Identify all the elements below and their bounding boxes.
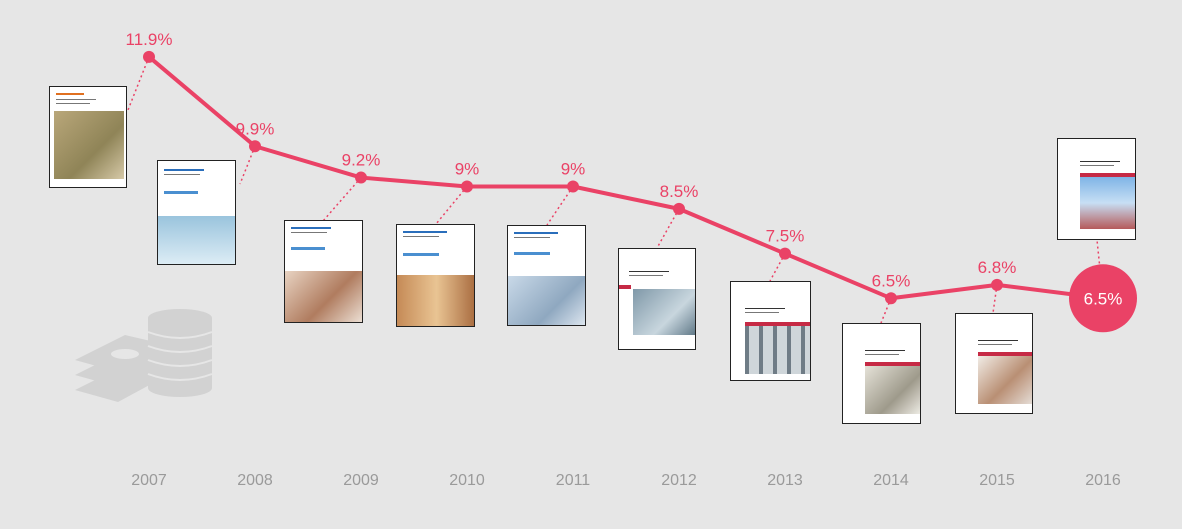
data-label-2010: 9% — [455, 160, 480, 179]
data-label-2008: 9.9% — [236, 119, 275, 138]
report-cover-2009 — [284, 220, 363, 323]
data-point-2014 — [885, 292, 897, 305]
x-tick-2011: 2011 — [556, 472, 591, 489]
data-point-2015 — [991, 278, 1003, 291]
connector-2012 — [656, 208, 680, 249]
data-label-2012: 8.5% — [660, 182, 699, 201]
report-cover-2012 — [618, 248, 696, 350]
data-point-2009 — [355, 171, 367, 184]
x-tick-2014: 2014 — [873, 472, 909, 489]
data-point-2013 — [779, 247, 791, 260]
x-tick-2016: 2016 — [1085, 472, 1121, 489]
connector-2007 — [127, 56, 150, 111]
connector-2008 — [239, 145, 256, 185]
x-axis-tick-labels: 2007 2008 2009 2010 2011 2012 2013 2014 2015 2016 — [131, 472, 1121, 489]
x-tick-2013: 2013 — [767, 472, 803, 489]
x-tick-2015: 2015 — [979, 472, 1015, 489]
data-label-2016: 6.5% — [1084, 289, 1123, 308]
series-line-group — [147, 55, 1104, 301]
data-label-2014: 6.5% — [872, 271, 911, 290]
x-tick-2007: 2007 — [131, 472, 167, 489]
data-label-2011: 9% — [561, 160, 586, 179]
report-cover-2007 — [49, 86, 127, 188]
data-label-2013: 7.5% — [766, 227, 805, 246]
report-cover-2008 — [157, 160, 236, 265]
data-point-2016 — [1069, 264, 1137, 333]
report-cover-2014 — [842, 323, 921, 424]
coins-icon — [75, 309, 213, 402]
report-cover-2011 — [507, 225, 586, 326]
x-tick-2012: 2012 — [661, 472, 697, 489]
report-cover-2015 — [955, 313, 1033, 414]
connector-2011 — [546, 186, 574, 226]
series-line — [147, 55, 1104, 301]
x-tick-2010: 2010 — [449, 472, 485, 489]
connector-2010 — [435, 186, 468, 225]
x-tick-2009: 2009 — [343, 472, 379, 489]
x-tick-2008: 2008 — [237, 472, 273, 489]
report-cover-2010 — [396, 224, 475, 327]
data-point-2011 — [567, 180, 579, 193]
connector-2009 — [322, 177, 362, 222]
report-cover-2013 — [730, 281, 811, 381]
data-label-2009: 9.2% — [342, 151, 381, 170]
data-label-2015: 6.8% — [978, 258, 1017, 277]
data-label-2007: 11.9% — [126, 30, 173, 49]
data-point-2008 — [249, 140, 261, 153]
data-points — [143, 50, 1137, 333]
data-labels: 11.9% 9.9% 9.2% 9% 9% 8.5% 7.5% 6.5% 6.8% 6.5% — [126, 30, 1123, 308]
data-point-2010 — [461, 180, 473, 193]
data-point-2007 — [143, 50, 155, 63]
report-cover-2016 — [1057, 138, 1136, 240]
data-point-2012 — [673, 202, 685, 215]
connector-lines — [127, 56, 1104, 324]
